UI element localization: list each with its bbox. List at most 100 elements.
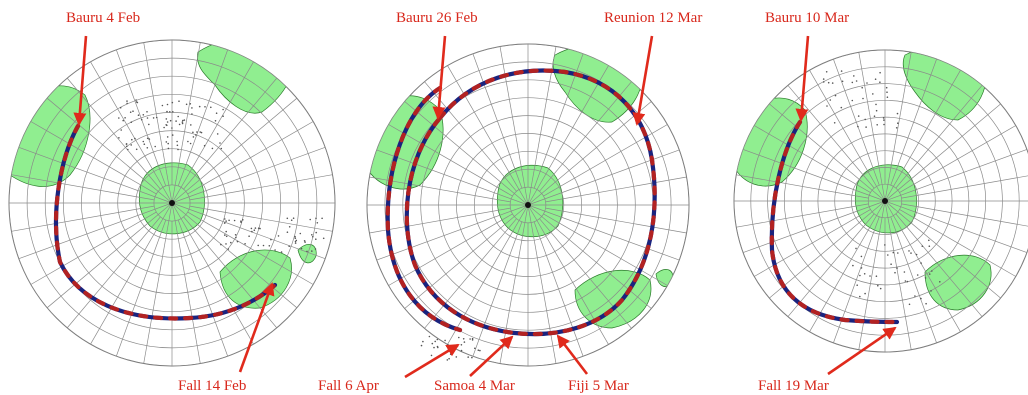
label-samoa-4-mar: Samoa 4 Mar: [434, 378, 515, 394]
meridian-line: [189, 174, 333, 201]
stipple-dot: [126, 100, 128, 102]
meridian-line: [472, 53, 523, 189]
stipple-dot: [270, 238, 272, 241]
stipple-dot: [219, 142, 221, 144]
meridian-line: [187, 121, 314, 195]
stipple-dot: [268, 245, 271, 247]
stipple-dot: [920, 297, 922, 300]
meridian-line: [899, 125, 1016, 193]
stipple-dot: [169, 119, 172, 122]
meridian-line: [115, 219, 167, 357]
stipple-dot: [434, 340, 437, 343]
stipple-dot: [294, 240, 297, 243]
stipple-dot: [879, 81, 881, 83]
stipple-dot: [861, 86, 863, 89]
meridian-line: [539, 218, 632, 329]
stipple-dot: [939, 281, 941, 283]
stipple-dot: [865, 126, 867, 128]
stipple-dot: [189, 103, 192, 105]
stipple-dot: [833, 122, 836, 124]
stipple-dot: [196, 131, 198, 133]
stipple-dot: [167, 147, 170, 150]
stipple-dot: [448, 357, 450, 360]
south-pole-marker: [169, 200, 175, 206]
meridian-line: [742, 149, 886, 202]
meridian-line: [171, 61, 254, 204]
stipple-dot: [860, 255, 863, 258]
arrow-bauru-10-mar: [795, 35, 810, 122]
stipple-dot: [471, 339, 474, 341]
label-fall-14-feb: Fall 14 Feb: [178, 378, 246, 394]
arrow-bauru-26-feb: [432, 35, 447, 120]
stipple-dot: [312, 235, 314, 238]
stipple-dot: [286, 217, 289, 220]
meridian-line: [11, 174, 155, 201]
stipple-dot: [294, 237, 297, 239]
arrow-reunion-12-mar: [632, 35, 654, 126]
meridian-line: [66, 216, 161, 329]
stipple-dot: [895, 127, 898, 129]
stipple-dot: [176, 144, 179, 147]
stipple-dot: [887, 254, 889, 256]
meridian-line: [527, 204, 680, 261]
meridian-line: [90, 202, 173, 345]
stipple-dot: [314, 248, 317, 250]
stipple-dot: [436, 338, 439, 341]
stipple-dot: [211, 147, 214, 150]
meridian-line: [183, 216, 278, 329]
stipple-dot: [236, 240, 239, 243]
meridian-line: [858, 200, 886, 350]
stipple-dot: [251, 230, 253, 233]
stipple-dot: [471, 356, 473, 359]
stipple-dot: [198, 105, 201, 108]
meridian-line: [187, 211, 314, 285]
stipple-dot: [311, 234, 313, 236]
stipple-dot: [855, 80, 858, 82]
stipple-dot: [166, 121, 169, 123]
stipple-dot: [866, 82, 868, 84]
meridian-line: [499, 46, 529, 206]
meridian-line: [171, 202, 201, 364]
stipple-dot: [163, 126, 165, 129]
stipple-dot: [166, 103, 169, 106]
map-left: Bauru 4 Feb Fall 14 Feb: [8, 10, 336, 394]
stipple-dot: [316, 222, 319, 224]
stipple-dot: [176, 140, 178, 143]
stipple-dot: [222, 115, 224, 117]
stipple-dot: [190, 124, 192, 126]
meridian-line: [404, 101, 529, 206]
stipple-dot: [896, 112, 899, 115]
stipple-dot: [916, 274, 919, 276]
meridian-line: [533, 221, 584, 357]
stipple-dot: [460, 344, 463, 346]
meridian-line: [742, 200, 886, 253]
stipple-dot: [856, 284, 858, 287]
meridian-line: [388, 124, 513, 197]
stipple-dot: [248, 235, 250, 237]
stipple-dot: [223, 222, 226, 224]
stipple-dot: [225, 243, 227, 245]
stipple-dot: [118, 117, 120, 119]
stipple-dot: [192, 136, 195, 138]
stipple-dot: [146, 147, 149, 149]
stipple-dot: [140, 118, 143, 121]
trajectory-track-center-outer-overlay: [385, 85, 463, 333]
stipple-dot: [897, 122, 899, 124]
meridian-line: [884, 200, 1028, 253]
stipple-dot: [292, 217, 295, 219]
stipple-dot: [872, 93, 874, 95]
stipple-dot: [420, 344, 423, 347]
meridian-line: [527, 204, 557, 364]
stipple-dot: [876, 124, 878, 126]
stipple-dot: [165, 141, 168, 143]
stipple-dot: [155, 116, 158, 119]
stipple-dot: [925, 302, 927, 305]
stipple-dot: [469, 338, 471, 340]
stipple-dot: [446, 359, 449, 361]
stipple-dot: [135, 99, 137, 101]
stipple-dot: [127, 148, 129, 151]
map-right: Bauru 10 Mar Fall 19 Mar: [733, 10, 1028, 394]
stipple-dot: [886, 96, 889, 98]
stipple-dot: [165, 118, 168, 120]
stipple-dot: [928, 239, 930, 242]
